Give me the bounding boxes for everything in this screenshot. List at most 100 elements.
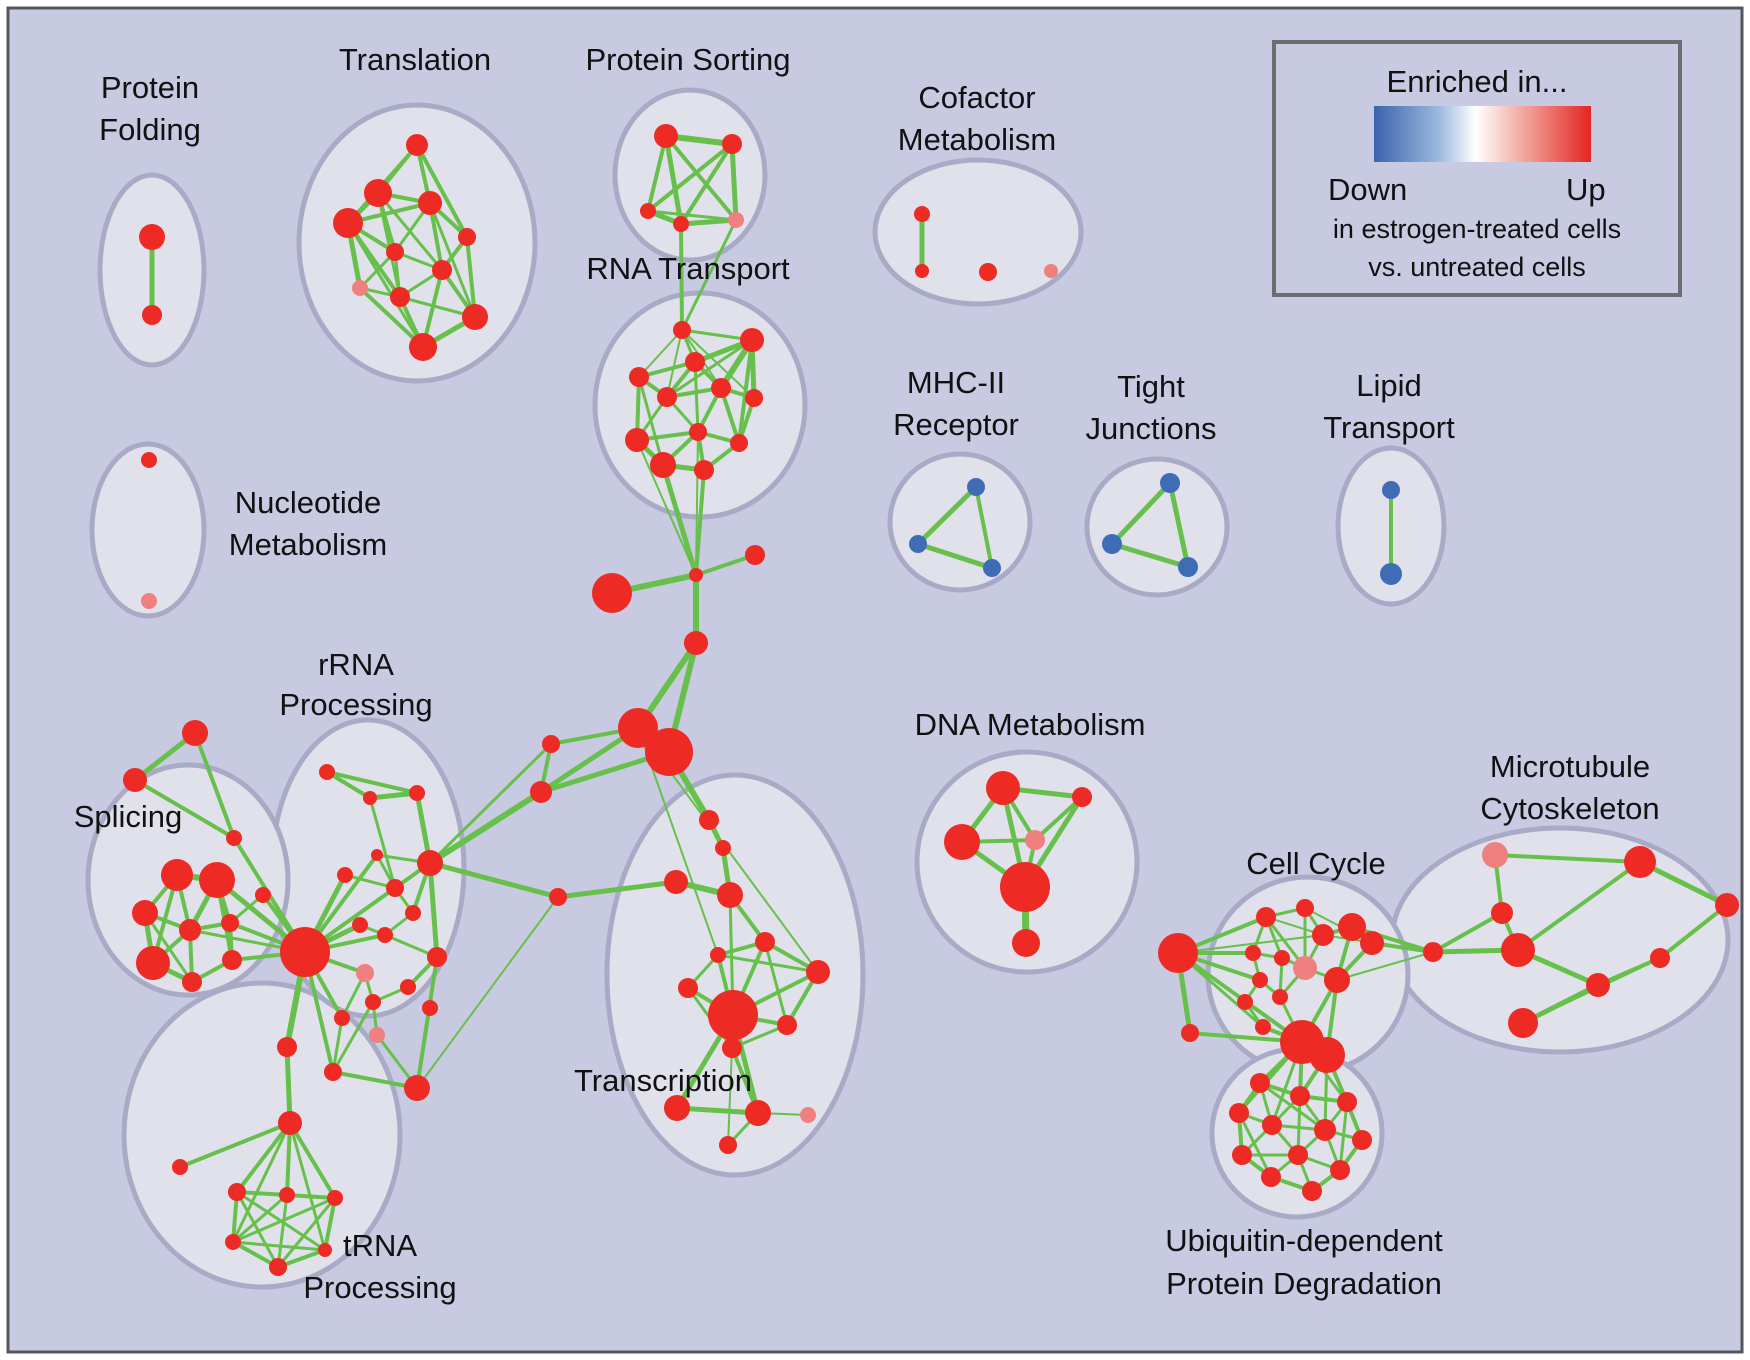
geneset-node-splicing	[136, 946, 170, 980]
geneset-node-mhc-ii-receptor	[909, 535, 927, 553]
edge-rrna-processing	[325, 770, 419, 795]
edge-translation	[376, 191, 444, 272]
geneset-node-rrna-processing	[371, 849, 383, 861]
geneset-node-cell-cycle	[1256, 907, 1276, 927]
geneset-node-cell-cycle	[1272, 989, 1288, 1005]
geneset-node-rrna-processing	[280, 927, 330, 977]
geneset-node-rrna-processing	[324, 1063, 342, 1081]
geneset-node-translation	[333, 208, 363, 238]
geneset-node-rna-transport	[740, 328, 764, 352]
cluster-label-lipid-transport: Transport	[1323, 410, 1455, 445]
geneset-node-microtubule-cytoskeleton	[1624, 846, 1656, 878]
edge-translation	[428, 201, 477, 319]
edge-rrna-processing	[427, 860, 440, 960]
geneset-node-ubiquitin-degradation	[1352, 1130, 1372, 1150]
edge-protein-sorting	[663, 133, 684, 227]
geneset-node-trna-processing	[278, 1111, 302, 1135]
legend-subtitle-2: vs. untreated cells	[1368, 252, 1586, 282]
geneset-node-transcription	[708, 990, 758, 1040]
edge-microtubule-cytoskeleton	[1637, 859, 1730, 908]
geneset-node-rrna-processing	[255, 887, 271, 903]
geneset-node-connectors	[277, 1037, 297, 1057]
geneset-node-connectors	[226, 830, 242, 846]
geneset-node-transcription	[678, 978, 698, 998]
geneset-node-ubiquitin-degradation	[1314, 1119, 1336, 1141]
geneset-node-cell-cycle	[1252, 972, 1268, 988]
geneset-node-cell-cycle	[1309, 1037, 1345, 1073]
edge-intercluster	[660, 462, 699, 578]
cluster-label-mhc-ii-receptor: MHC-II	[907, 365, 1005, 400]
edge-translation	[465, 235, 477, 319]
edge-translation	[358, 286, 425, 349]
label-layer: Protein Folding Translation Protein Sorting…	[74, 42, 1660, 1305]
cluster-label-protein-folding: Folding	[99, 112, 201, 147]
cluster-label-protein-sorting: Protein Sorting	[585, 42, 790, 77]
geneset-node-microtubule-cytoskeleton	[1501, 933, 1535, 967]
edge-rrna-processing	[325, 770, 372, 800]
cluster-label-protein-folding: Protein	[101, 70, 199, 105]
geneset-node-connectors	[618, 708, 658, 748]
geneset-node-ubiquitin-degradation	[1290, 1086, 1310, 1106]
cluster-label-dna-metabolism: DNA Metabolism	[915, 707, 1146, 742]
geneset-node-rrna-processing	[427, 947, 447, 967]
edge-mhc-ii-receptor	[974, 485, 994, 570]
cluster-label-cofactor-metabolism: Cofactor	[918, 80, 1035, 115]
cluster-label-transcription: Transcription	[574, 1063, 752, 1098]
edge-intercluster	[680, 218, 738, 332]
edge-intercluster	[428, 742, 553, 865]
edge-rna-transport	[693, 360, 700, 434]
cluster-ellipse-microtubule-cytoskeleton	[1389, 825, 1731, 1055]
edge-trna-processing	[231, 1196, 337, 1244]
geneset-node-cell-cycle	[1255, 1019, 1271, 1035]
cluster-label-ubiquitin-degradation: Protein Degradation	[1166, 1266, 1442, 1301]
edge-ubiquitin-degradation	[1258, 1081, 1327, 1132]
legend-box: Enriched in... Down Up in estrogen-treat…	[1272, 40, 1682, 297]
geneset-node-rna-transport	[685, 352, 705, 372]
geneset-node-ubiquitin-degradation	[1337, 1092, 1357, 1112]
geneset-node-dna-metabolism	[986, 771, 1020, 805]
geneset-node-dna-metabolism	[944, 824, 980, 860]
edge-intercluster	[427, 789, 544, 866]
geneset-node-protein-folding	[139, 224, 165, 250]
geneset-node-microtubule-cytoskeleton	[1508, 1008, 1538, 1038]
edge-transcription	[716, 953, 820, 974]
edge-trna-processing	[288, 1121, 337, 1200]
geneset-node-connectors	[549, 888, 567, 906]
geneset-node-translation	[386, 243, 404, 261]
edge-rna-transport	[665, 338, 754, 399]
cluster-label-microtubule-cytoskeleton: Microtubule	[1490, 749, 1650, 784]
geneset-node-rna-transport	[730, 434, 748, 452]
geneset-node-connectors	[715, 840, 731, 856]
cluster-label-tight-junctions: Tight	[1117, 369, 1185, 404]
geneset-node-splicing	[179, 919, 201, 941]
edge-translation	[415, 143, 469, 239]
geneset-node-rrna-processing	[377, 927, 393, 943]
geneset-node-ubiquitin-degradation	[1261, 1167, 1281, 1187]
geneset-node-rna-transport	[745, 389, 763, 407]
edge-tight-junctions	[1109, 541, 1191, 570]
geneset-node-rna-transport	[625, 428, 649, 452]
geneset-node-tight-junctions	[1160, 473, 1180, 493]
geneset-node-cofactor-metabolism	[1044, 264, 1058, 278]
geneset-node-connectors	[530, 781, 552, 803]
geneset-node-trna-processing	[279, 1187, 295, 1203]
cluster-ellipse-cofactor-metabolism	[872, 157, 1084, 307]
geneset-node-connectors	[542, 735, 560, 753]
edge-tight-junctions	[1167, 480, 1191, 570]
geneset-node-protein-sorting	[654, 124, 678, 148]
geneset-node-transcription	[664, 870, 688, 894]
geneset-node-microtubule-cytoskeleton	[1650, 948, 1670, 968]
geneset-node-ubiquitin-degradation	[1262, 1115, 1282, 1135]
edge-transcription	[727, 1047, 733, 1146]
edge-ubiquitin-degradation	[1237, 1111, 1273, 1179]
edge-translation	[346, 221, 425, 349]
geneset-node-splicing	[132, 900, 158, 926]
geneset-node-cell-cycle	[1158, 933, 1198, 973]
geneset-node-mhc-ii-receptor	[967, 478, 985, 496]
edge-trna-processing	[231, 1121, 292, 1244]
geneset-node-trna-processing	[269, 1258, 287, 1276]
cluster-label-ubiquitin-degradation: Ubiquitin-dependent	[1165, 1223, 1443, 1258]
geneset-node-rrna-processing	[409, 785, 425, 801]
geneset-node-rrna-processing	[334, 1010, 350, 1026]
geneset-node-dna-metabolism	[1000, 862, 1050, 912]
